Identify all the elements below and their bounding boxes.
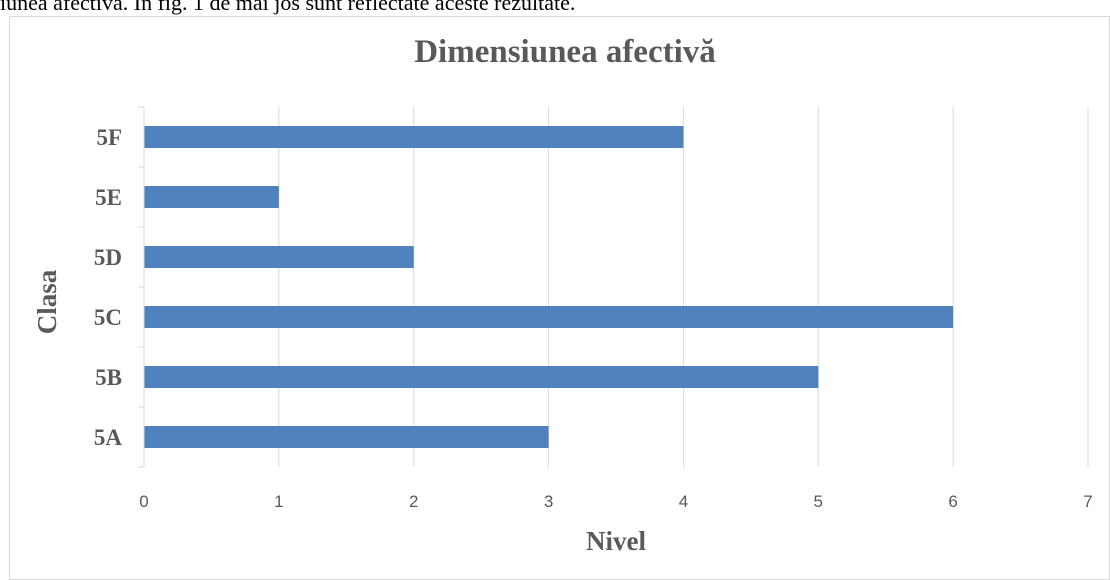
x-tick-label: 7: [1083, 492, 1092, 511]
category-label: 5D: [94, 245, 122, 270]
bar-chart: Dimensiunea afectivă 5A 5B 5C 5D 5E 5F 0 1 2 3 4 5…: [10, 17, 1110, 580]
category-label: 5F: [96, 125, 122, 150]
y-axis: [138, 107, 144, 467]
x-tick-labels: 0 1 2 3 4 5 6 7: [139, 492, 1092, 511]
bar-5b: [144, 366, 818, 388]
document-text-line: iunea afectivă. În fig. 1 de mai jos sun…: [0, 0, 575, 15]
x-tick-label: 6: [948, 492, 957, 511]
category-label: 5A: [94, 425, 123, 450]
gridlines: [279, 107, 1088, 467]
chart-frame: Dimensiunea afectivă 5A 5B 5C 5D 5E 5F 0 1 2 3 4 5…: [9, 16, 1110, 580]
bar-5d: [144, 246, 414, 268]
category-label: 5E: [95, 185, 122, 210]
x-tick-label: 4: [679, 492, 688, 511]
x-tick-label: 1: [274, 492, 283, 511]
x-axis-title: Nivel: [586, 526, 646, 556]
category-labels: 5A 5B 5C 5D 5E 5F: [94, 125, 123, 450]
x-tick-label: 5: [814, 492, 823, 511]
x-tick-label: 2: [409, 492, 418, 511]
bar-5c: [144, 306, 953, 328]
x-tick-label: 3: [544, 492, 553, 511]
category-label: 5B: [95, 365, 122, 390]
category-label: 5C: [94, 305, 122, 330]
chart-title: Dimensiunea afectivă: [414, 34, 716, 70]
bar-5e: [144, 186, 279, 208]
x-tick-label: 0: [139, 492, 148, 511]
bar-5a: [144, 426, 549, 448]
y-axis-title: Clasa: [32, 269, 62, 334]
bar-5f: [144, 126, 683, 148]
